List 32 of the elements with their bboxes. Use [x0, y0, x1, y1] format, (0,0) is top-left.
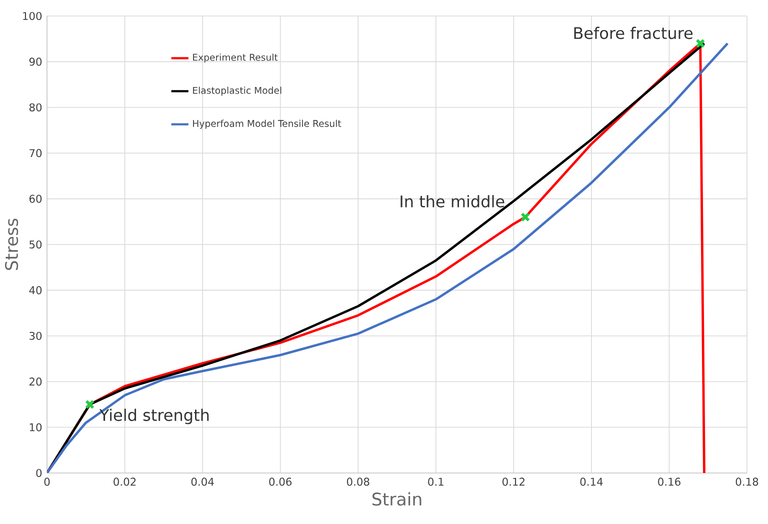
x-tick-label: 0.14 [580, 478, 603, 486]
y-tick-label: 10 [30, 423, 42, 432]
x-axis-title: Strain [372, 492, 422, 506]
y-tick-label: 80 [29, 103, 42, 112]
x-tick-label: 0.16 [658, 478, 680, 486]
point [696, 38, 706, 48]
annotation: Yield strength [99, 408, 209, 424]
y-tick-label: 30 [30, 332, 42, 340]
legend-label: Experiment Result [193, 54, 278, 63]
point [520, 212, 530, 222]
x-tick-label: 0.02 [114, 478, 136, 486]
x-tick-label: 0.12 [502, 478, 524, 486]
y-tick-label: 40 [29, 286, 42, 294]
y-tick-label: 0 [36, 468, 42, 478]
y-tick-label: 100 [23, 12, 42, 20]
annotation: Before fracture [574, 26, 693, 40]
y-tick-label: 20 [30, 378, 42, 386]
y-tick-label: 70 [30, 149, 42, 158]
legend-label: Hyperfoam Model Tensile Result [193, 120, 342, 129]
legend-label: Elastoplastic Model [193, 86, 282, 96]
x-tick-label: 0.1 [428, 478, 444, 486]
y-tick-label: 90 [29, 58, 42, 66]
x-tick-label: 0 [44, 478, 50, 486]
y-axis-title: Stress [5, 218, 18, 270]
x-tick-label: 0.08 [346, 478, 370, 486]
x-tick-label: 0.04 [191, 478, 214, 486]
x-tick-label: 0.18 [736, 478, 758, 486]
annotation: In the middle [400, 195, 504, 208]
point [85, 400, 95, 410]
y-tick-label: 60 [29, 194, 42, 203]
y-tick-label: 50 [30, 240, 42, 249]
x-tick-label: 0.06 [269, 478, 292, 486]
